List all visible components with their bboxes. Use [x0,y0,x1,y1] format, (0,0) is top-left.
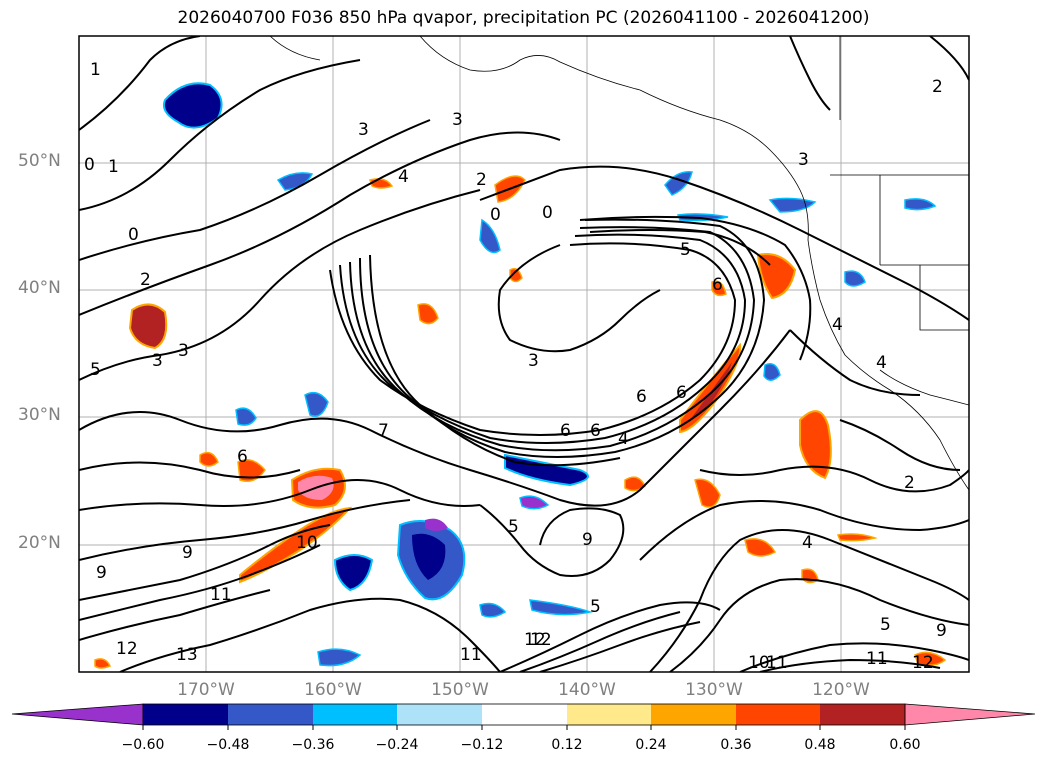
map-title: 2026040700 F036 850 hPa qvapor, precipit… [177,8,870,28]
contour-labels: 1 0 1 0 2 3 3 5 3 4 2 0 0 3 3 6 7 6 6 6 … [84,60,947,673]
coastlines [269,36,969,491]
contour-label: 5 [680,240,691,260]
colorbar-tick-label: 0.12 [551,737,583,753]
longitude-label: 130°W [685,680,743,700]
contour-label: 2 [140,270,151,290]
colorbar-segment [820,704,905,725]
contour-label: 0 [542,203,553,223]
contour-label: 2 [476,170,487,190]
colorbar-segment [651,704,736,725]
contour-label: 3 [798,150,809,170]
colorbar [11,703,1036,730]
colorbar-tick-label: 0.60 [889,737,921,753]
contour-label: 0 [128,225,139,245]
contour-label: 3 [358,120,369,140]
longitude-label: 150°W [431,680,489,700]
contour-label: 2 [932,77,943,97]
colorbar-tick-label: 0.36 [720,737,752,753]
colorbar-tick-label: −0.48 [206,737,250,753]
contour-label: 3 [178,341,189,361]
map-background [79,36,969,672]
contour-label: 4 [398,167,409,187]
contour-label: 10 [748,653,770,673]
contour-label: 0 [490,205,501,225]
contour-label: 4 [832,315,843,335]
contour-label: 1 [108,157,119,177]
contour-label: 12 [116,639,138,659]
contour-label: 3 [152,351,163,371]
contour-label: 11 [210,585,232,605]
contour-label: 4 [876,353,887,373]
contour-label: 12 [530,630,552,650]
contour-label: 3 [528,351,539,371]
contour-label: 6 [590,421,601,441]
longitude-label: 140°W [558,680,616,700]
longitude-label: 160°W [304,680,362,700]
contour-label: 9 [96,563,107,583]
contour-label: 9 [936,621,947,641]
contour-label: 3 [452,110,463,130]
colorbar-tick-label: −0.36 [291,737,335,753]
contour-label: 11 [766,653,788,673]
colorbar-tick-label: −0.24 [375,737,419,753]
contour-label: 6 [712,275,723,295]
contour-label: 5 [590,597,601,617]
colorbar-extend-low [11,703,144,726]
contour-label: 12 [912,653,934,673]
qvapor-contours [79,36,969,672]
contour-label: 2 [904,473,915,493]
contour-label: 5 [90,360,101,380]
contour-label: 5 [880,615,891,635]
contour-label: 6 [560,421,571,441]
contour-label: 10 [296,533,318,553]
colorbar-tick-label: −0.12 [460,737,504,753]
colorbar-segment [397,704,482,725]
colorbar-segment [143,704,228,725]
contour-label: 11 [866,649,888,669]
colorbar-segment [482,704,567,725]
contour-label: 9 [582,530,593,550]
contour-label: 6 [676,383,687,403]
latitude-label: 20°N [18,533,61,553]
latitude-label: 30°N [18,405,61,425]
contour-label: 9 [182,543,193,563]
colorbar-segment [313,704,397,725]
contour-label: 6 [636,387,647,407]
contour-label: 7 [378,421,389,441]
colorbar-extend-high [904,703,1036,726]
colorbar-tick-label: 0.24 [635,737,667,753]
contour-label: 12 [524,630,546,650]
contour-label: 1 [90,60,101,80]
contour-label: 4 [802,533,813,553]
longitude-label: 120°W [812,680,870,700]
latitude-label: 50°N [18,151,61,171]
colorbar-tick-label: 0.48 [804,737,836,753]
contour-label: 11 [460,645,482,665]
colorbar-tick-label: −0.60 [121,737,165,753]
contour-label: 13 [176,645,198,665]
colorbar-segment [567,704,651,725]
latitude-label: 40°N [18,278,61,298]
colorbar-segment [736,704,820,725]
colorbar-segment [228,704,313,725]
map-frame [78,35,970,673]
longitude-label: 170°W [177,680,235,700]
contour-label: 0 [84,155,95,175]
contour-label: 4 [618,429,629,449]
contour-label: 6 [237,447,248,467]
contour-label: 5 [508,517,519,537]
